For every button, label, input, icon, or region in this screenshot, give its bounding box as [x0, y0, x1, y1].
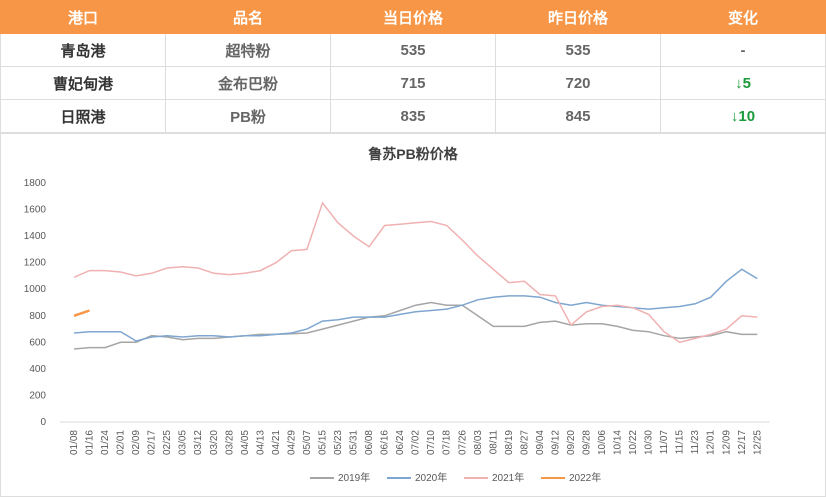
x-tick-label: 11/15 — [675, 430, 686, 455]
table-cell: ↓5 — [660, 66, 826, 100]
x-tick-label: 12/25 — [752, 430, 763, 455]
series-line — [73, 201, 758, 344]
y-tick-label: 1000 — [24, 284, 47, 295]
x-tick-label: 07/10 — [426, 430, 437, 455]
x-tick-label: 10/14 — [613, 430, 624, 455]
x-tick-label: 07/02 — [411, 430, 422, 455]
x-tick-label: 05/23 — [333, 430, 344, 455]
x-tick-label: 03/20 — [209, 430, 220, 455]
x-tick-label: 02/17 — [147, 430, 158, 455]
x-tick-label: 12/09 — [721, 430, 732, 455]
chart-title: 鲁苏PB粉价格 — [367, 146, 458, 162]
header-cell: 品名 — [165, 0, 331, 34]
x-tick-label: 10/30 — [644, 430, 655, 455]
table-cell: 715 — [330, 66, 496, 100]
x-tick-label: 06/24 — [395, 430, 406, 455]
chart: 鲁苏PB粉价格 0 200 400 600 800 1000 1200 1400 1600 180… — [0, 133, 826, 497]
y-tick-label: 1400 — [24, 231, 47, 242]
header-cell: 当日价格 — [330, 0, 496, 34]
x-tick-label: 04/13 — [255, 430, 266, 455]
table-cell: 835 — [330, 99, 496, 133]
y-tick-label: 1200 — [24, 258, 47, 269]
table-row: 曹妃甸港 金布巴粉 715 720 ↓5 — [0, 66, 826, 100]
price-table: 港口 品名 当日价格 昨日价格 变化 青岛港 超特粉 535 535- 曹妃甸港 金布巴粉 715 72… — [0, 0, 826, 133]
x-tick-label: 03/28 — [224, 430, 235, 455]
header-cell: 港口 — [0, 0, 166, 34]
x-tick-label: 07/26 — [457, 430, 468, 455]
x-tick-label: 09/20 — [566, 430, 577, 455]
x-tick-label: 01/16 — [85, 430, 96, 455]
table-row: 青岛港 超特粉 535 535- — [0, 33, 826, 67]
x-tick-label: 08/19 — [504, 430, 515, 455]
table-cell: 720 — [495, 66, 661, 100]
x-tick-label: 10/22 — [628, 430, 639, 455]
legend-label: 2020年 — [415, 471, 447, 484]
y-tick-label: 1800 — [24, 178, 47, 189]
x-tick-label: 07/18 — [442, 430, 453, 455]
x-tick-label: 12/17 — [737, 430, 748, 455]
x-tick-label: 05/15 — [317, 430, 328, 455]
x-tick-label: 09/28 — [581, 430, 592, 455]
x-tick-label: 05/07 — [302, 430, 313, 455]
x-tick-label: 12/01 — [706, 430, 717, 455]
x-tick-label: 09/04 — [535, 430, 546, 455]
x-tick-label: 05/31 — [349, 430, 360, 455]
header-row: 港口 品名 当日价格 昨日价格 变化 — [0, 0, 826, 34]
table-body: 港口 品名 当日价格 昨日价格 变化 青岛港 超特粉 535 535- 曹妃甸港 金布巴粉 715 72… — [0, 0, 826, 133]
x-tick-label: 03/12 — [193, 430, 204, 455]
legend-label: 2021年 — [492, 471, 524, 484]
x-tick-label: 08/03 — [473, 430, 484, 455]
x-tick-label: 06/16 — [380, 430, 391, 455]
table-cell: 曹妃甸港 — [0, 66, 166, 100]
x-tick-label: 03/05 — [178, 430, 189, 455]
table-cell: 535 — [330, 33, 496, 67]
y-tick-label: 200 — [29, 390, 46, 401]
x-tick-label: 04/05 — [240, 430, 251, 455]
table-cell: 超特粉 — [165, 33, 331, 67]
x-tick-label: 02/25 — [162, 430, 173, 455]
header-cell: 昨日价格 — [495, 0, 661, 34]
y-tick-label: 400 — [29, 364, 46, 375]
table-cell: 青岛港 — [0, 33, 166, 67]
series-line — [73, 301, 758, 350]
table-cell: 535 — [495, 33, 661, 67]
table-cell: 845 — [495, 99, 661, 133]
table-cell: ↓10 — [660, 99, 826, 133]
table-cell: 金布巴粉 — [165, 66, 331, 100]
x-tick-label: 09/12 — [550, 430, 561, 455]
x-tick-label: 06/08 — [364, 430, 375, 455]
header-cell: 变化 — [660, 0, 826, 34]
x-tick-label: 10/06 — [597, 430, 608, 455]
x-tick-label: 08/11 — [488, 430, 499, 455]
table-cell: - — [660, 33, 826, 67]
y-tick-label: 0 — [40, 417, 46, 428]
y-tick-label: 600 — [29, 337, 46, 348]
y-tick-label: 1600 — [24, 205, 47, 216]
table-row: 日照港 PB粉 835 845 ↓10 — [0, 99, 826, 133]
x-tick-label: 01/24 — [100, 430, 111, 455]
series-line — [73, 268, 758, 342]
x-tick-label: 02/09 — [131, 430, 142, 455]
table-cell: 日照港 — [0, 99, 166, 133]
legend-label: 2022年 — [569, 471, 601, 484]
series-line — [73, 309, 90, 317]
x-tick-label: 02/01 — [116, 430, 127, 455]
x-tick-label: 08/27 — [519, 430, 530, 455]
x-tick-label: 01/08 — [69, 430, 80, 455]
y-tick-label: 800 — [29, 311, 46, 322]
x-tick-label: 04/29 — [286, 430, 297, 455]
table-cell: PB粉 — [165, 99, 331, 133]
x-tick-label: 04/21 — [271, 430, 282, 455]
x-tick-label: 11/07 — [659, 430, 670, 455]
legend-label: 2019年 — [338, 471, 370, 484]
x-tick-label: 11/23 — [690, 430, 701, 455]
